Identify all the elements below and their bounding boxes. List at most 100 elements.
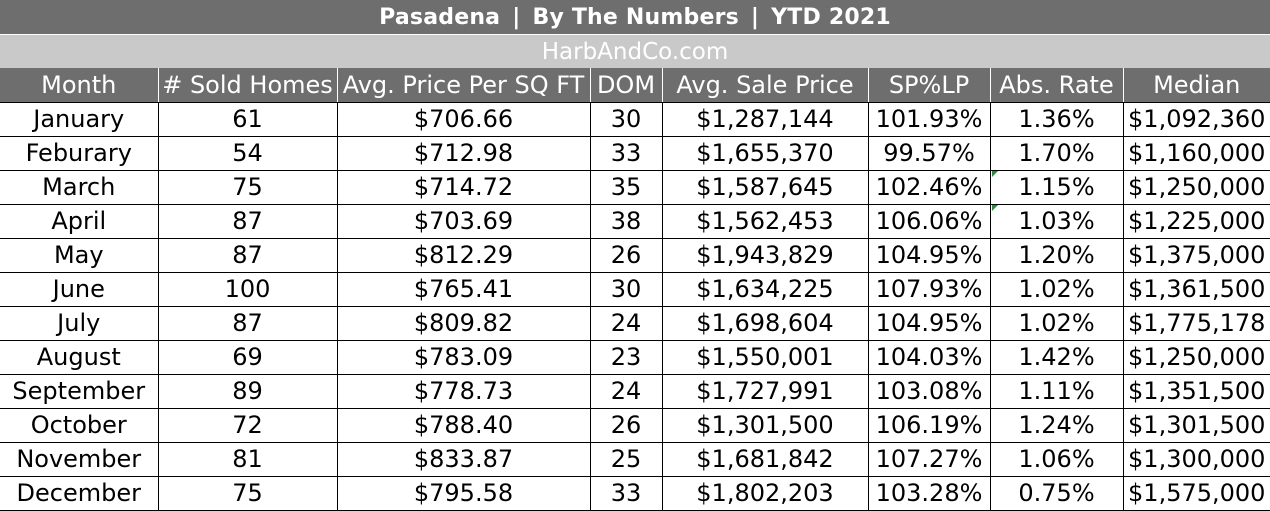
cell-sold-homes[interactable]: 54 — [157, 135, 338, 171]
cell-month[interactable]: October — [0, 407, 159, 443]
cell-month[interactable]: September — [0, 373, 159, 409]
cell-dom[interactable]: 33 — [589, 475, 663, 511]
cell-dom[interactable]: 26 — [589, 407, 663, 443]
cell-month[interactable]: June — [0, 271, 159, 307]
cell-avg-price-sqft[interactable]: $703.69 — [336, 203, 591, 239]
cell-sold-homes[interactable]: 87 — [157, 203, 338, 239]
cell-sp-lp[interactable]: 103.08% — [867, 373, 991, 409]
cell-sp-lp[interactable]: 104.95% — [867, 305, 991, 341]
cell-avg-price-sqft[interactable]: $795.58 — [336, 475, 591, 511]
cell-abs-rate[interactable]: 1.36% — [989, 101, 1124, 137]
cell-sp-lp[interactable]: 101.93% — [867, 101, 991, 137]
cell-dom[interactable]: 25 — [589, 441, 663, 477]
cell-month[interactable]: August — [0, 339, 159, 375]
cell-month[interactable]: January — [0, 101, 159, 137]
column-header-avg-price-sqft[interactable]: Avg. Price Per SQ FT — [336, 68, 591, 103]
cell-median[interactable]: $1,225,000 — [1122, 203, 1270, 239]
cell-sold-homes[interactable]: 61 — [157, 101, 338, 137]
cell-median[interactable]: $1,575,000 — [1122, 475, 1270, 511]
cell-abs-rate[interactable]: 1.24% — [989, 407, 1124, 443]
cell-sold-homes[interactable]: 87 — [157, 305, 338, 341]
cell-median[interactable]: $1,361,500 — [1122, 271, 1270, 307]
cell-dom[interactable]: 33 — [589, 135, 663, 171]
cell-dom[interactable]: 24 — [589, 305, 663, 341]
cell-avg-price-sqft[interactable]: $833.87 — [336, 441, 591, 477]
cell-avg-sale-price[interactable]: $1,655,370 — [661, 135, 869, 171]
cell-median[interactable]: $1,250,000 — [1122, 169, 1270, 205]
cell-dom[interactable]: 30 — [589, 101, 663, 137]
cell-month[interactable]: Feburary — [0, 135, 159, 171]
cell-avg-sale-price[interactable]: $1,681,842 — [661, 441, 869, 477]
cell-month[interactable]: May — [0, 237, 159, 273]
cell-dom[interactable]: 26 — [589, 237, 663, 273]
cell-sp-lp[interactable]: 104.95% — [867, 237, 991, 273]
cell-abs-rate[interactable]: 1.42% — [989, 339, 1124, 375]
cell-median[interactable]: $1,301,500 — [1122, 407, 1270, 443]
cell-sold-homes[interactable]: 69 — [157, 339, 338, 375]
cell-sold-homes[interactable]: 100 — [157, 271, 338, 307]
cell-median[interactable]: $1,092,360 — [1122, 101, 1270, 137]
cell-sp-lp[interactable]: 99.57% — [867, 135, 991, 171]
cell-median[interactable]: $1,300,000 — [1122, 441, 1270, 477]
cell-abs-rate[interactable]: 1.15% — [989, 169, 1124, 205]
cell-sp-lp[interactable]: 107.93% — [867, 271, 991, 307]
column-header-sp-lp[interactable]: SP%LP — [867, 68, 991, 103]
cell-avg-sale-price[interactable]: $1,943,829 — [661, 237, 869, 273]
cell-avg-sale-price[interactable]: $1,587,645 — [661, 169, 869, 205]
cell-avg-price-sqft[interactable]: $788.40 — [336, 407, 591, 443]
cell-dom[interactable]: 38 — [589, 203, 663, 239]
cell-avg-price-sqft[interactable]: $765.41 — [336, 271, 591, 307]
cell-month[interactable]: November — [0, 441, 159, 477]
cell-sold-homes[interactable]: 89 — [157, 373, 338, 409]
cell-avg-sale-price[interactable]: $1,634,225 — [661, 271, 869, 307]
cell-abs-rate[interactable]: 0.75% — [989, 475, 1124, 511]
cell-abs-rate[interactable]: 1.02% — [989, 305, 1124, 341]
cell-avg-price-sqft[interactable]: $714.72 — [336, 169, 591, 205]
cell-avg-sale-price[interactable]: $1,550,001 — [661, 339, 869, 375]
cell-sold-homes[interactable]: 72 — [157, 407, 338, 443]
cell-sp-lp[interactable]: 104.03% — [867, 339, 991, 375]
cell-avg-price-sqft[interactable]: $812.29 — [336, 237, 591, 273]
column-header-abs-rate[interactable]: Abs. Rate — [989, 68, 1124, 103]
cell-dom[interactable]: 23 — [589, 339, 663, 375]
cell-median[interactable]: $1,250,000 — [1122, 339, 1270, 375]
column-header-avg-sale-price[interactable]: Avg. Sale Price — [661, 68, 869, 103]
cell-sp-lp[interactable]: 107.27% — [867, 441, 991, 477]
cell-sp-lp[interactable]: 106.19% — [867, 407, 991, 443]
cell-sp-lp[interactable]: 103.28% — [867, 475, 991, 511]
cell-sold-homes[interactable]: 75 — [157, 475, 338, 511]
cell-dom[interactable]: 35 — [589, 169, 663, 205]
cell-abs-rate[interactable]: 1.02% — [989, 271, 1124, 307]
cell-dom[interactable]: 24 — [589, 373, 663, 409]
column-header-sold-homes[interactable]: # Sold Homes — [157, 68, 338, 103]
cell-avg-price-sqft[interactable]: $783.09 — [336, 339, 591, 375]
cell-abs-rate[interactable]: 1.03% — [989, 203, 1124, 239]
column-header-month[interactable]: Month — [0, 68, 159, 103]
cell-comment-indicator[interactable] — [992, 171, 998, 177]
cell-sp-lp[interactable]: 102.46% — [867, 169, 991, 205]
cell-avg-price-sqft[interactable]: $712.98 — [336, 135, 591, 171]
cell-sold-homes[interactable]: 87 — [157, 237, 338, 273]
column-header-median[interactable]: Median — [1122, 68, 1270, 103]
cell-median[interactable]: $1,375,000 — [1122, 237, 1270, 273]
cell-abs-rate[interactable]: 1.06% — [989, 441, 1124, 477]
cell-avg-price-sqft[interactable]: $706.66 — [336, 101, 591, 137]
cell-avg-price-sqft[interactable]: $778.73 — [336, 373, 591, 409]
cell-sold-homes[interactable]: 75 — [157, 169, 338, 205]
cell-avg-sale-price[interactable]: $1,301,500 — [661, 407, 869, 443]
cell-abs-rate[interactable]: 1.11% — [989, 373, 1124, 409]
cell-abs-rate[interactable]: 1.20% — [989, 237, 1124, 273]
cell-avg-sale-price[interactable]: $1,727,991 — [661, 373, 869, 409]
cell-avg-sale-price[interactable]: $1,287,144 — [661, 101, 869, 137]
cell-comment-indicator[interactable] — [992, 205, 998, 211]
cell-abs-rate[interactable]: 1.70% — [989, 135, 1124, 171]
cell-sold-homes[interactable]: 81 — [157, 441, 338, 477]
cell-median[interactable]: $1,351,500 — [1122, 373, 1270, 409]
cell-avg-sale-price[interactable]: $1,698,604 — [661, 305, 869, 341]
cell-month[interactable]: July — [0, 305, 159, 341]
cell-month[interactable]: December — [0, 475, 159, 511]
column-header-dom[interactable]: DOM — [589, 68, 663, 103]
cell-avg-sale-price[interactable]: $1,562,453 — [661, 203, 869, 239]
cell-median[interactable]: $1,160,000 — [1122, 135, 1270, 171]
cell-dom[interactable]: 30 — [589, 271, 663, 307]
